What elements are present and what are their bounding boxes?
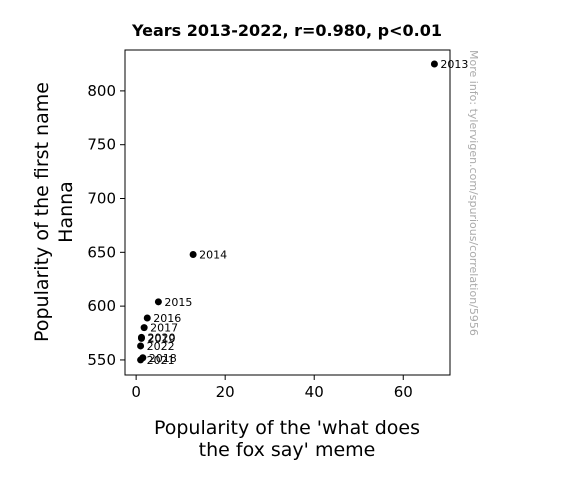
y-tick-label: 750 [87, 136, 116, 154]
x-tick-label: 0 [131, 383, 141, 401]
data-point [430, 60, 438, 68]
data-point-label: 2014 [199, 248, 227, 261]
watermark: More info: tylervigen.com/spurious/corre… [467, 50, 480, 336]
data-point-label: 2018 [149, 352, 177, 365]
y-axis-title-line1: Popularity of the first name [31, 82, 53, 342]
plot-area-frame [124, 49, 451, 376]
data-point-label: 2020 [147, 331, 175, 344]
data-point [137, 333, 145, 341]
data-point-label: 2015 [164, 296, 192, 309]
y-tick-label: 700 [87, 190, 116, 208]
y-tick-label: 650 [87, 243, 116, 261]
chart-title: Years 2013-2022, r=0.980, p<0.01 [131, 21, 442, 40]
data-point-label: 2016 [153, 312, 181, 325]
y-axis-title-line2: Hanna [55, 181, 77, 243]
data-point [137, 356, 145, 364]
x-axis-title-line2: the fox say' meme [199, 439, 376, 461]
y-tick-label: 550 [87, 351, 116, 369]
data-point [140, 324, 148, 332]
y-tick-label: 600 [87, 297, 116, 315]
data-point-label: 2019 [147, 332, 175, 345]
x-axis-title-line1: Popularity of the 'what does [154, 417, 420, 439]
x-tick-label: 40 [305, 383, 324, 401]
data-point-label: 2021 [147, 354, 175, 367]
data-point [143, 314, 151, 322]
data-point [154, 298, 162, 306]
data-point [137, 342, 145, 350]
x-tick-label: 20 [216, 383, 235, 401]
data-point-label: 2013 [440, 58, 468, 71]
x-axis: 0 20 40 60 [131, 375, 413, 401]
y-tick-label: 800 [87, 82, 116, 100]
data-point [189, 250, 197, 258]
x-tick-label: 60 [394, 383, 413, 401]
data-point-label: 2017 [150, 322, 178, 335]
data-point-label: 2022 [147, 340, 175, 353]
y-axis: 550 600 650 700 750 800 [87, 82, 125, 369]
